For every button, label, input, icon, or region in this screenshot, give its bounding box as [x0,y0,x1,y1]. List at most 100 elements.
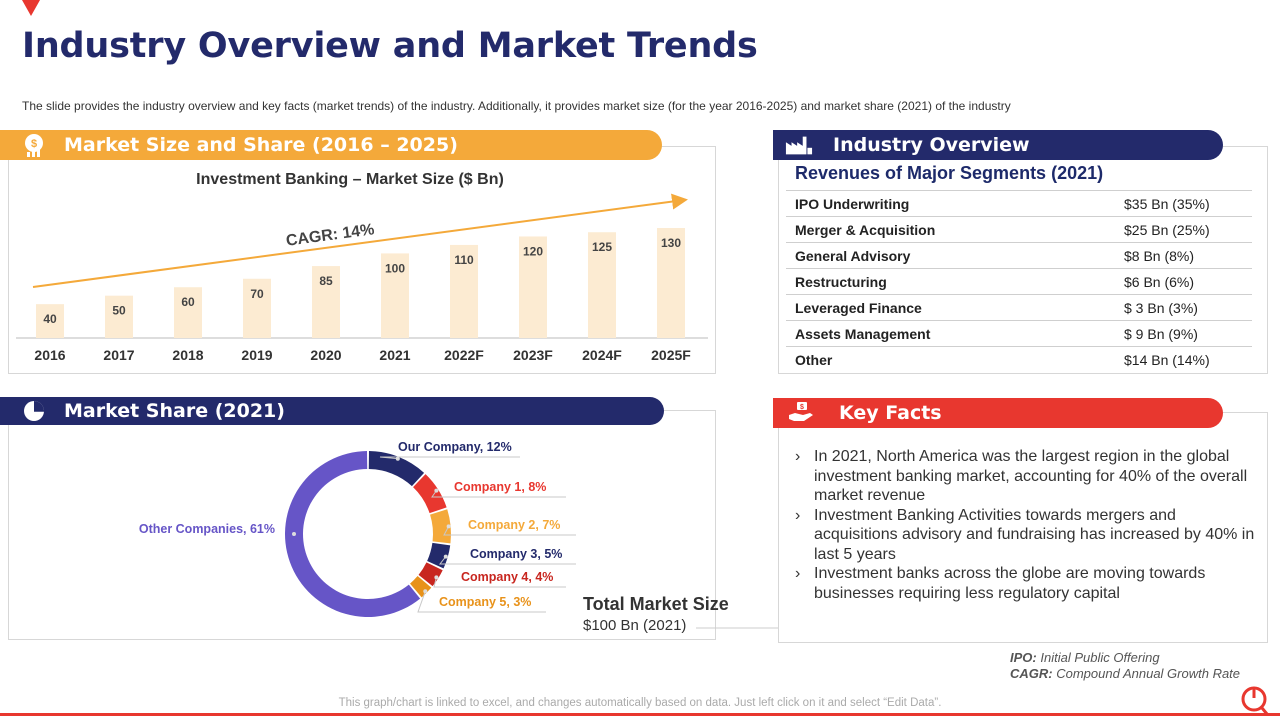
bullet-chevron-icon: › [795,506,801,524]
total-market-size-value: $100 Bn (2021) [583,617,687,634]
bar [36,304,64,338]
bar [519,236,547,338]
slice-label: Our Company, 12% [398,440,512,454]
bar [381,253,409,338]
segment-label: General Advisory [786,242,1124,269]
donut-slice [418,562,443,587]
x-tick-label: 2016 [34,347,65,363]
slice-leader-dot [443,554,448,559]
segment-label: Merger & Acquisition [786,216,1124,243]
cagr-trend-arrow [32,193,688,288]
key-fact-item: › Investment Banking Activities towards m… [795,506,1255,565]
bar-value-label: 110 [454,253,474,267]
slice-leader-line [438,556,576,565]
market-size-banner: $ Market Size and Share (2016 – 2025) [0,130,662,160]
svg-text:$: $ [800,404,804,411]
bar [450,244,478,338]
x-tick-label: 2023F [513,347,553,363]
segment-row: General Advisory $8 Bn (8%) [786,242,1252,269]
slice-leader-line [433,577,566,588]
slice-leader-line [417,591,546,613]
hand-money-icon: $ [787,401,815,425]
donut-slice [413,474,447,514]
page-title: Industry Overview and Market Trends [22,26,758,66]
segment-value: $6 Bn (6%) [1124,268,1252,295]
bar [588,232,616,338]
bullet-chevron-icon: › [795,448,801,465]
key-fact-text: Investment Banking Activities towards me… [814,506,1255,563]
slice-label: Company 5, 3% [439,595,531,609]
slice-leader-dot [423,589,428,594]
donut-slice [368,451,425,487]
segment-row: Other $14 Bn (14%) [786,346,1252,373]
page-subtitle: The slide provides the industry overview… [22,99,1011,113]
bar-chart-title: Investment Banking – Market Size ($ Bn) [196,171,504,188]
x-tick-label: 2017 [103,347,134,363]
slice-label: Company 4, 4% [461,570,553,584]
segment-row: Merger & Acquisition $25 Bn (25%) [786,216,1252,243]
bar [105,295,133,338]
bar [174,287,202,338]
segment-value: $ 9 Bn (9%) [1124,320,1252,347]
pie-chart-icon [20,399,48,423]
donut-slice [285,451,421,617]
total-market-size-title: Total Market Size [583,594,729,614]
cagr-label: CAGR: 14% [285,221,375,250]
key-fact-text: In 2021, North America was the largest r… [814,448,1248,504]
segment-value: $25 Bn (25%) [1124,216,1252,243]
slice-leader-line [379,456,520,460]
slice-label: Company 1, 8% [454,480,546,494]
donut-slice [427,542,451,569]
industry-overview-banner-title: Industry Overview [833,134,1030,156]
industry-overview-banner: Industry Overview [773,130,1223,160]
key-facts-list: › In 2021, North America was the largest … [795,447,1255,603]
bar-value-label: 60 [181,295,195,309]
segment-value: $35 Bn (35%) [1124,190,1252,217]
segment-row: Restructuring $6 Bn (6%) [786,268,1252,295]
bullet-chevron-icon: › [795,565,801,582]
slice-leader-line [431,490,566,498]
footer-line [0,713,1280,716]
footer-note: This graph/chart is linked to excel, and… [338,697,942,709]
segment-value: $8 Bn (8%) [1124,242,1252,269]
key-fact-text: Investment banks across the globe are mo… [814,565,1206,602]
brand-logo-icon [1241,686,1269,715]
segment-label: Leveraged Finance [786,294,1124,321]
abbr-ipo: IPO: Initial Public Offering [1010,650,1160,665]
slice-leader-dot [395,456,400,461]
x-tick-label: 2022F [444,347,484,363]
factory-icon [785,133,813,157]
bar [657,228,685,338]
market-share-donut-chart: Our Company, 12% Company 1, 8% Company 2, … [139,440,824,632]
slice-leader-line [443,526,576,536]
slice-label: Other Companies, 61% [139,522,275,536]
money-growth-icon: $ [20,133,48,157]
segment-row: IPO Underwriting $35 Bn (35%) [786,190,1252,217]
bar [312,266,340,338]
segments-table: IPO Underwriting $35 Bn (35%) Merger & Acq… [786,190,1252,373]
segment-label: Assets Management [786,320,1124,347]
slice-label: Company 2, 7% [468,518,560,532]
x-tick-label: 2025F [651,347,691,363]
bar-value-label: 100 [385,261,405,275]
slice-leader-dot [292,532,296,536]
bar-value-label: 50 [112,304,126,318]
x-tick-label: 2019 [241,347,272,363]
bar-value-label: 125 [592,240,612,254]
bar-value-label: 70 [250,287,264,301]
abbr-cagr: CAGR: Compound Annual Growth Rate [1010,666,1241,681]
key-facts-banner: $ Key Facts [773,398,1223,428]
segment-label: Restructuring [786,268,1124,295]
x-tick-label: 2020 [310,347,341,363]
segment-value: $ 3 Bn (3%) [1124,294,1252,321]
key-facts-banner-title: Key Facts [839,402,942,424]
segment-label: Other [786,346,1124,373]
x-tick-label: 2021 [379,347,410,363]
bar-value-label: 120 [523,244,543,258]
market-size-bar-chart: 40 2016 50 2017 60 2018 70 2019 85 2020 100 2021 110… [16,193,708,363]
bar-value-label: 130 [661,236,681,250]
x-tick-label: 2024F [582,347,622,363]
key-facts-panel [778,412,1268,643]
slice-leader-dot [434,488,439,493]
svg-text:$: $ [31,138,37,150]
